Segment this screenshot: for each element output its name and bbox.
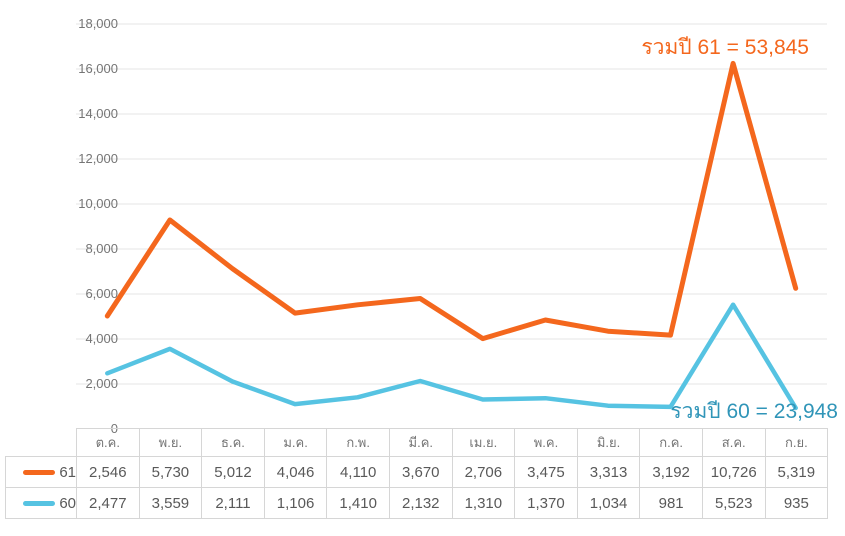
table-row: 61 2,546 5,730 5,012 4,046 4,110 3,670 2,706 3,4… [5, 456, 829, 488]
value-cell: 2,706 [451, 456, 516, 488]
month-header-cell: ธ.ค. [201, 428, 265, 457]
y-axis-tick-label: 4,000 [85, 331, 118, 346]
value-cell: 2,477 [76, 487, 140, 519]
series-61-line [104, 60, 799, 342]
month-header-cell: เม.ย. [451, 428, 516, 457]
series-label: 61 [59, 463, 76, 481]
value-cell: 5,012 [201, 456, 265, 488]
data-table: ต.ค. พ.ย. ธ.ค. ม.ค. ก.พ. มี.ค. เม.ย. พ.ค. มิ.ย. ก… [5, 428, 829, 519]
month-header-cell: ก.ย. [764, 428, 829, 457]
y-axis-tick-label: 8,000 [85, 241, 118, 256]
month-header-cell: ก.พ. [326, 428, 390, 457]
value-cell: 981 [639, 487, 703, 519]
value-cell: 2,546 [76, 456, 140, 488]
month-header-cell: พ.ย. [138, 428, 203, 457]
y-axis-tick-label: 2,000 [85, 376, 118, 391]
value-cell: 3,313 [576, 456, 641, 488]
annotation-total-61: รวมปี 61 = 53,845 [641, 36, 809, 59]
month-header-cell: พ.ค. [514, 428, 578, 457]
value-cell: 2,111 [201, 487, 265, 519]
value-cell: 3,475 [514, 456, 578, 488]
value-cell: 3,559 [138, 487, 203, 519]
value-cell: 2,132 [388, 487, 453, 519]
value-cell: 935 [764, 487, 829, 519]
value-cell: 4,110 [326, 456, 390, 488]
value-cell: 5,523 [701, 487, 766, 519]
table-corner-cell [5, 428, 77, 457]
y-axis-tick-label: 18,000 [78, 16, 118, 31]
legend-cell: 60 [5, 487, 77, 519]
month-header-cell: ส.ค. [701, 428, 766, 457]
annotation-total-60: รวมปี 60 = 23,948 [670, 400, 838, 423]
y-axis-tick-label: 10,000 [78, 196, 118, 211]
value-cell: 1,410 [326, 487, 390, 519]
month-header-cell: ต.ค. [76, 428, 140, 457]
value-cell: 4,046 [263, 456, 328, 488]
value-cell: 10,726 [701, 456, 766, 488]
value-cell: 1,034 [576, 487, 641, 519]
y-axis-tick-label: 12,000 [78, 151, 118, 166]
y-axis-tick-label: 14,000 [78, 106, 118, 121]
series-60-line [105, 302, 798, 411]
value-cell: 1,106 [263, 487, 328, 519]
value-cell: 1,370 [514, 487, 578, 519]
month-header-cell: ก.ค. [639, 428, 703, 457]
line-chart [76, 23, 827, 411]
month-header-cell: มี.ค. [388, 428, 453, 457]
value-cell: 3,192 [639, 456, 703, 488]
value-cell: 5,730 [138, 456, 203, 488]
table-row: 60 2,477 3,559 2,111 1,106 1,410 2,132 1,310 1,3… [5, 487, 829, 519]
month-header-cell: ม.ค. [263, 428, 328, 457]
value-cell: 5,319 [764, 456, 829, 488]
table-header-row: ต.ค. พ.ย. ธ.ค. ม.ค. ก.พ. มี.ค. เม.ย. พ.ค. มิ.ย. ก… [5, 428, 829, 457]
month-header-cell: มิ.ย. [576, 428, 641, 457]
series-60-swatch-icon [23, 500, 56, 506]
y-axis-tick-label: 6,000 [85, 286, 118, 301]
series-label: 60 [59, 494, 76, 512]
legend-cell: 61 [5, 456, 77, 488]
series-61-swatch-icon [23, 469, 56, 475]
y-axis-tick-label: 16,000 [78, 61, 118, 76]
value-cell: 3,670 [388, 456, 453, 488]
value-cell: 1,310 [451, 487, 516, 519]
